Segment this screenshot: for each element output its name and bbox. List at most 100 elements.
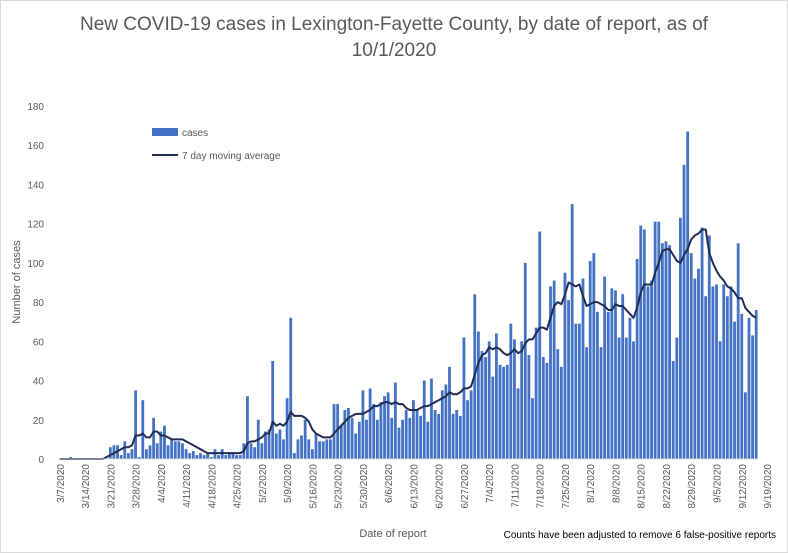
case-bar (155, 443, 159, 459)
case-bar (314, 433, 318, 459)
case-bar (596, 311, 599, 459)
x-tick-label: 7/18/2020 (536, 464, 547, 509)
case-bar (448, 366, 451, 459)
case-bar (516, 388, 520, 459)
x-tick-label: 6/20/2020 (435, 464, 446, 509)
x-tick-label: 5/9/2020 (283, 464, 294, 503)
case-bar (152, 417, 156, 459)
case-bar (260, 443, 264, 459)
x-tick-label: 3/7/2020 (56, 464, 67, 503)
case-bar (426, 421, 430, 459)
case-bar (606, 311, 610, 459)
case-bar (393, 382, 397, 459)
case-bar (361, 390, 365, 459)
moving-average-line (59, 228, 757, 460)
case-bar (397, 427, 401, 459)
case-bar (199, 453, 202, 459)
x-tick-label: 6/27/2020 (460, 464, 471, 509)
case-bar (148, 445, 152, 459)
case-bar (480, 351, 484, 459)
case-bar (303, 419, 307, 459)
case-bar (329, 439, 332, 459)
case-bar (538, 231, 542, 459)
y-tick-label: 20 (33, 416, 45, 427)
case-bar (668, 245, 672, 459)
x-tick-label: 4/25/2020 (233, 464, 244, 509)
bar-series (69, 131, 758, 460)
case-bar (278, 429, 282, 459)
case-bar (379, 402, 383, 459)
case-bar (108, 447, 112, 459)
case-bar (617, 337, 621, 459)
case-bar (217, 455, 220, 459)
chart-title-line-2: 10/1/2020 (351, 40, 437, 61)
y-tick-label: 60 (33, 337, 45, 348)
x-tick-label: 9/5/2020 (713, 464, 724, 503)
case-bar (419, 415, 423, 459)
case-bar (343, 409, 347, 459)
case-bar (372, 404, 376, 459)
x-tick-label: 8/29/2020 (687, 464, 698, 509)
case-bar (563, 272, 567, 459)
case-bar (300, 435, 303, 459)
case-bar (552, 280, 556, 459)
case-bar (292, 453, 296, 459)
x-tick-label: 5/16/2020 (308, 464, 319, 509)
case-bar (494, 333, 498, 459)
case-bar (209, 457, 213, 459)
case-bar (267, 429, 271, 459)
case-bar (570, 204, 574, 459)
case-bar (408, 417, 412, 459)
case-bar (134, 390, 137, 459)
case-bar (653, 221, 657, 459)
case-bar (545, 362, 549, 459)
case-bar (505, 364, 509, 459)
case-bar (747, 317, 751, 459)
case-bar (520, 341, 524, 459)
case-bar (621, 294, 625, 459)
case-bar (704, 296, 708, 459)
case-bar (556, 349, 560, 459)
case-bar (531, 398, 534, 459)
case-bar (246, 396, 249, 459)
x-tick-label: 3/21/2020 (106, 464, 117, 509)
case-bar (325, 439, 329, 459)
y-axis-label: Number of cases (11, 240, 23, 324)
case-bar (476, 331, 480, 459)
x-tick-label: 4/11/2020 (182, 464, 193, 508)
case-bar (740, 313, 744, 459)
case-bar (711, 286, 715, 459)
case-bar (650, 280, 653, 459)
case-bar (642, 229, 646, 459)
x-tick-label: 5/30/2020 (359, 464, 370, 509)
case-bar (177, 441, 181, 459)
case-bar (412, 400, 415, 459)
case-bar (718, 341, 722, 459)
case-bar (354, 433, 358, 459)
case-bar (440, 390, 444, 459)
case-bar (437, 413, 441, 459)
case-bar (700, 227, 704, 459)
x-axis-ticks: 3/7/2020 3/14/2020 3/21/2020 3/28/2020 4/4/2… (56, 464, 774, 509)
case-bar (733, 321, 736, 459)
case-bar (206, 453, 210, 459)
case-bar (751, 335, 754, 459)
case-bar (581, 278, 585, 459)
case-bar (541, 357, 545, 459)
x-tick-label: 4/18/2020 (207, 464, 218, 509)
case-bar (285, 398, 289, 459)
case-bar (484, 357, 487, 459)
case-bar (339, 425, 343, 459)
case-bar (195, 455, 199, 459)
case-bar (159, 431, 163, 459)
y-tick-label: 100 (27, 259, 44, 270)
case-bar (347, 408, 350, 459)
case-bar (585, 347, 589, 459)
x-tick-label: 8/22/2020 (662, 464, 673, 509)
chart-title: New COVID-19 cases in Lexington-Fayette … (0, 12, 788, 64)
case-bar (715, 284, 718, 459)
case-bar (386, 392, 390, 459)
case-bar (610, 288, 614, 459)
case-bar (660, 243, 664, 459)
